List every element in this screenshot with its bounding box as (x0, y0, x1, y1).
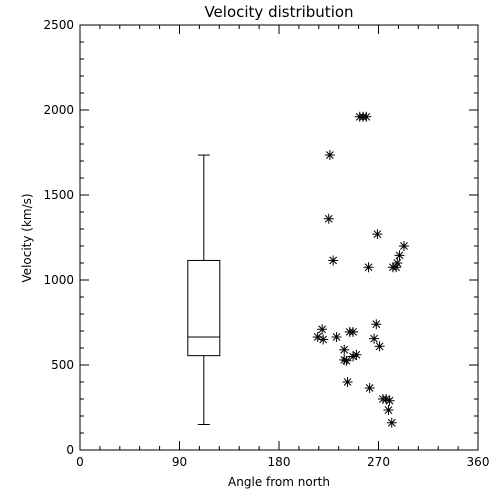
data-point (374, 341, 385, 352)
chart-title: Velocity distribution (204, 3, 353, 21)
x-tick-label: 180 (268, 455, 291, 469)
axis-ticks: 0 90 180 270 360 0 500 1000 1500 2000 2500 (43, 18, 489, 469)
data-point (351, 349, 362, 360)
data-point (391, 262, 402, 273)
x-tick-label: 0 (76, 455, 84, 469)
plot-frame (79, 24, 479, 451)
data-point (361, 111, 372, 122)
data-point (364, 382, 375, 393)
data-point (384, 395, 395, 406)
interquartile-box (187, 259, 221, 357)
x-tick-label: 360 (467, 455, 490, 469)
data-point (381, 394, 392, 404)
data-point (339, 344, 350, 355)
data-point (331, 331, 342, 342)
data-point (363, 262, 374, 273)
x-axis-label: Angle from north (228, 475, 330, 489)
data-point (371, 319, 382, 330)
y-tick-label: 0 (66, 443, 74, 457)
y-tick-label: 1000 (43, 273, 74, 287)
data-point (312, 331, 323, 342)
data-point (398, 241, 409, 251)
data-point (328, 255, 339, 266)
data-point (372, 229, 383, 240)
data-point (318, 334, 329, 345)
y-tick-label: 2500 (43, 18, 74, 32)
boxplot (187, 154, 221, 425)
x-tick-label: 270 (367, 455, 390, 469)
data-point (348, 326, 359, 337)
data-point (386, 417, 397, 428)
y-tick-label: 500 (51, 358, 74, 372)
data-point (383, 405, 394, 416)
data-point (317, 324, 328, 335)
data-point (339, 354, 350, 365)
data-point (341, 355, 352, 366)
data-point (392, 258, 403, 268)
data-point (348, 351, 359, 362)
data-point (342, 377, 353, 387)
y-tick-label: 1500 (43, 188, 74, 202)
x-tick-label: 90 (172, 455, 187, 469)
y-tick-label: 2000 (43, 103, 74, 117)
y-axis-label: Velocity (km/s) (20, 193, 34, 282)
data-point (323, 213, 334, 224)
data-point (394, 250, 405, 261)
data-point (369, 333, 380, 344)
scatter-points (312, 111, 409, 428)
data-point (324, 150, 335, 161)
